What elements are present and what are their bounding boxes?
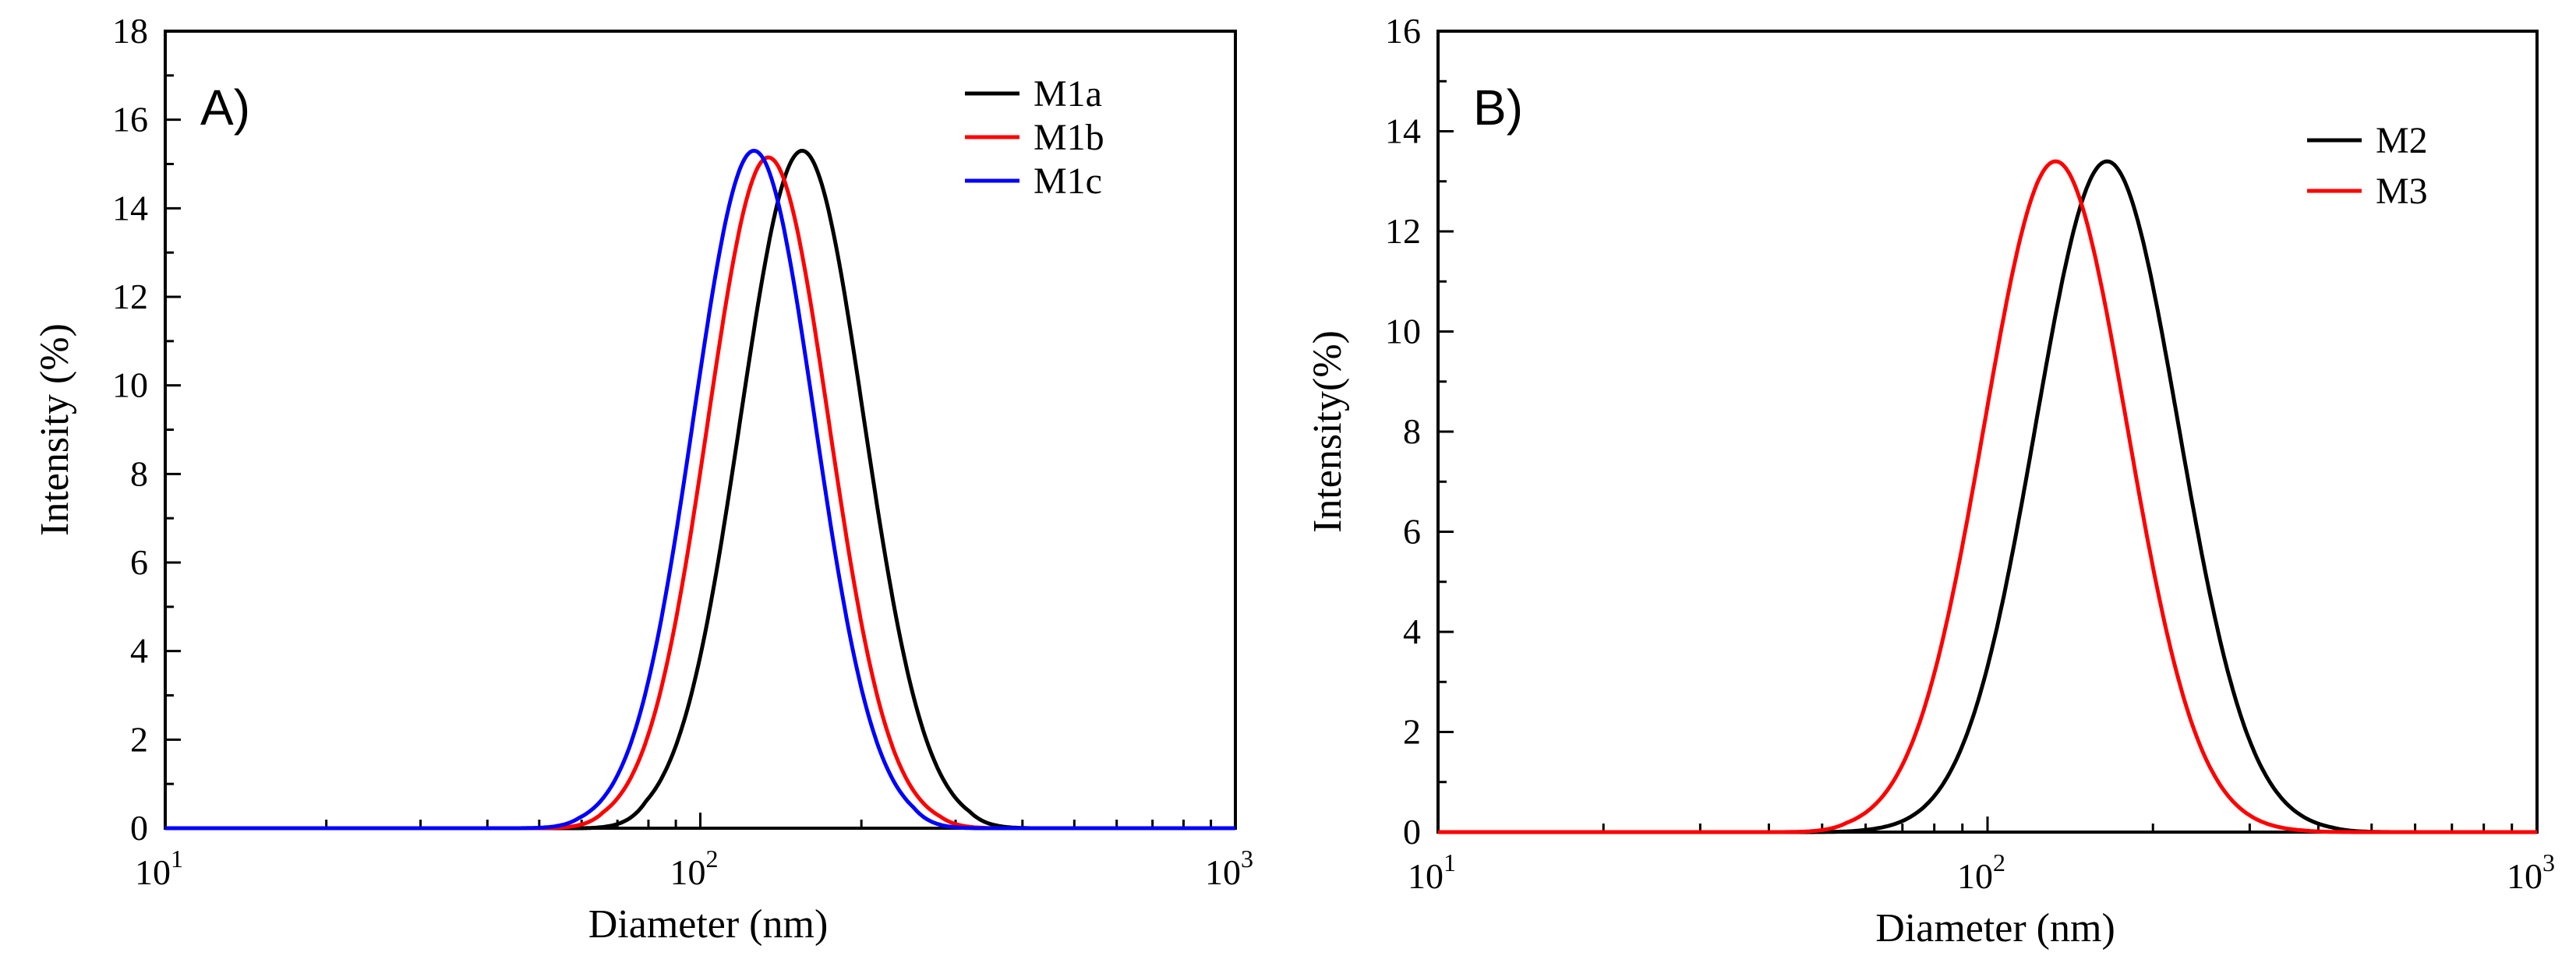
y-tick-label: 16 <box>112 100 148 139</box>
y-tick-label: 14 <box>1385 111 1421 151</box>
y-tick-label: 4 <box>1403 612 1421 651</box>
x-axis-label: Diameter (nm) <box>1875 906 2115 951</box>
x-axis-label: Diameter (nm) <box>588 902 829 947</box>
y-tick-label: 18 <box>112 11 148 51</box>
y-tick-label: 8 <box>130 453 148 493</box>
y-tick-label: 10 <box>1385 312 1421 351</box>
y-axis-label: Intensity(%) <box>1306 330 1350 533</box>
plot-frame <box>1436 30 2539 834</box>
y-axis-label: Intensity (%) <box>33 323 77 536</box>
series-line-m2 <box>1437 159 2538 834</box>
series-line-m3 <box>1437 159 2538 834</box>
y-tick-label: 14 <box>112 188 148 228</box>
x-tick-label: 102 <box>670 845 719 892</box>
x-tick-base: 10 <box>135 852 171 892</box>
y-tick-label: 6 <box>130 542 148 582</box>
x-tick-base: 10 <box>670 852 706 892</box>
legend-label: M2 <box>2376 120 2428 161</box>
y-tick-label: 10 <box>112 365 148 405</box>
series-line-m1b <box>164 155 1236 831</box>
legend-label: M3 <box>2376 171 2428 212</box>
y-tick-label: 2 <box>1403 712 1421 752</box>
x-tick-label: 102 <box>1957 848 2005 896</box>
y-tick-label: 12 <box>1385 211 1421 251</box>
legend-label: M1c <box>1034 160 1102 202</box>
x-tick-base: 10 <box>2507 856 2542 896</box>
y-tick-label: 12 <box>112 277 148 316</box>
y-tick-label: 6 <box>1403 512 1421 552</box>
y-tick-label: 0 <box>1403 812 1421 852</box>
x-tick-exponent: 3 <box>1241 845 1253 873</box>
x-tick-label: 103 <box>1205 845 1253 892</box>
legend-label: M1a <box>1034 73 1102 115</box>
x-tick-exponent: 1 <box>171 845 183 873</box>
legend-label: M1b <box>1034 117 1104 158</box>
panel-label: B) <box>1473 79 1523 136</box>
x-tick-exponent: 3 <box>2542 848 2555 877</box>
x-tick-exponent: 1 <box>1443 848 1456 877</box>
x-tick-base: 10 <box>1408 856 1443 896</box>
y-tick-label: 16 <box>1385 11 1421 51</box>
x-tick-base: 10 <box>1957 856 1993 896</box>
y-tick-label: 0 <box>130 808 148 848</box>
x-tick-exponent: 2 <box>1993 848 2005 877</box>
x-tick-label: 101 <box>1408 848 1456 896</box>
x-tick-exponent: 2 <box>706 845 719 873</box>
panel-label: A) <box>200 79 250 136</box>
series-line-m1c <box>164 149 1236 831</box>
y-tick-label: 2 <box>130 719 148 759</box>
x-tick-base: 10 <box>1205 852 1241 892</box>
y-tick-label: 8 <box>1403 411 1421 451</box>
series-line-m1a <box>164 149 1236 831</box>
x-tick-label: 101 <box>135 845 183 892</box>
y-tick-label: 4 <box>130 631 148 671</box>
x-tick-label: 103 <box>2507 848 2555 896</box>
